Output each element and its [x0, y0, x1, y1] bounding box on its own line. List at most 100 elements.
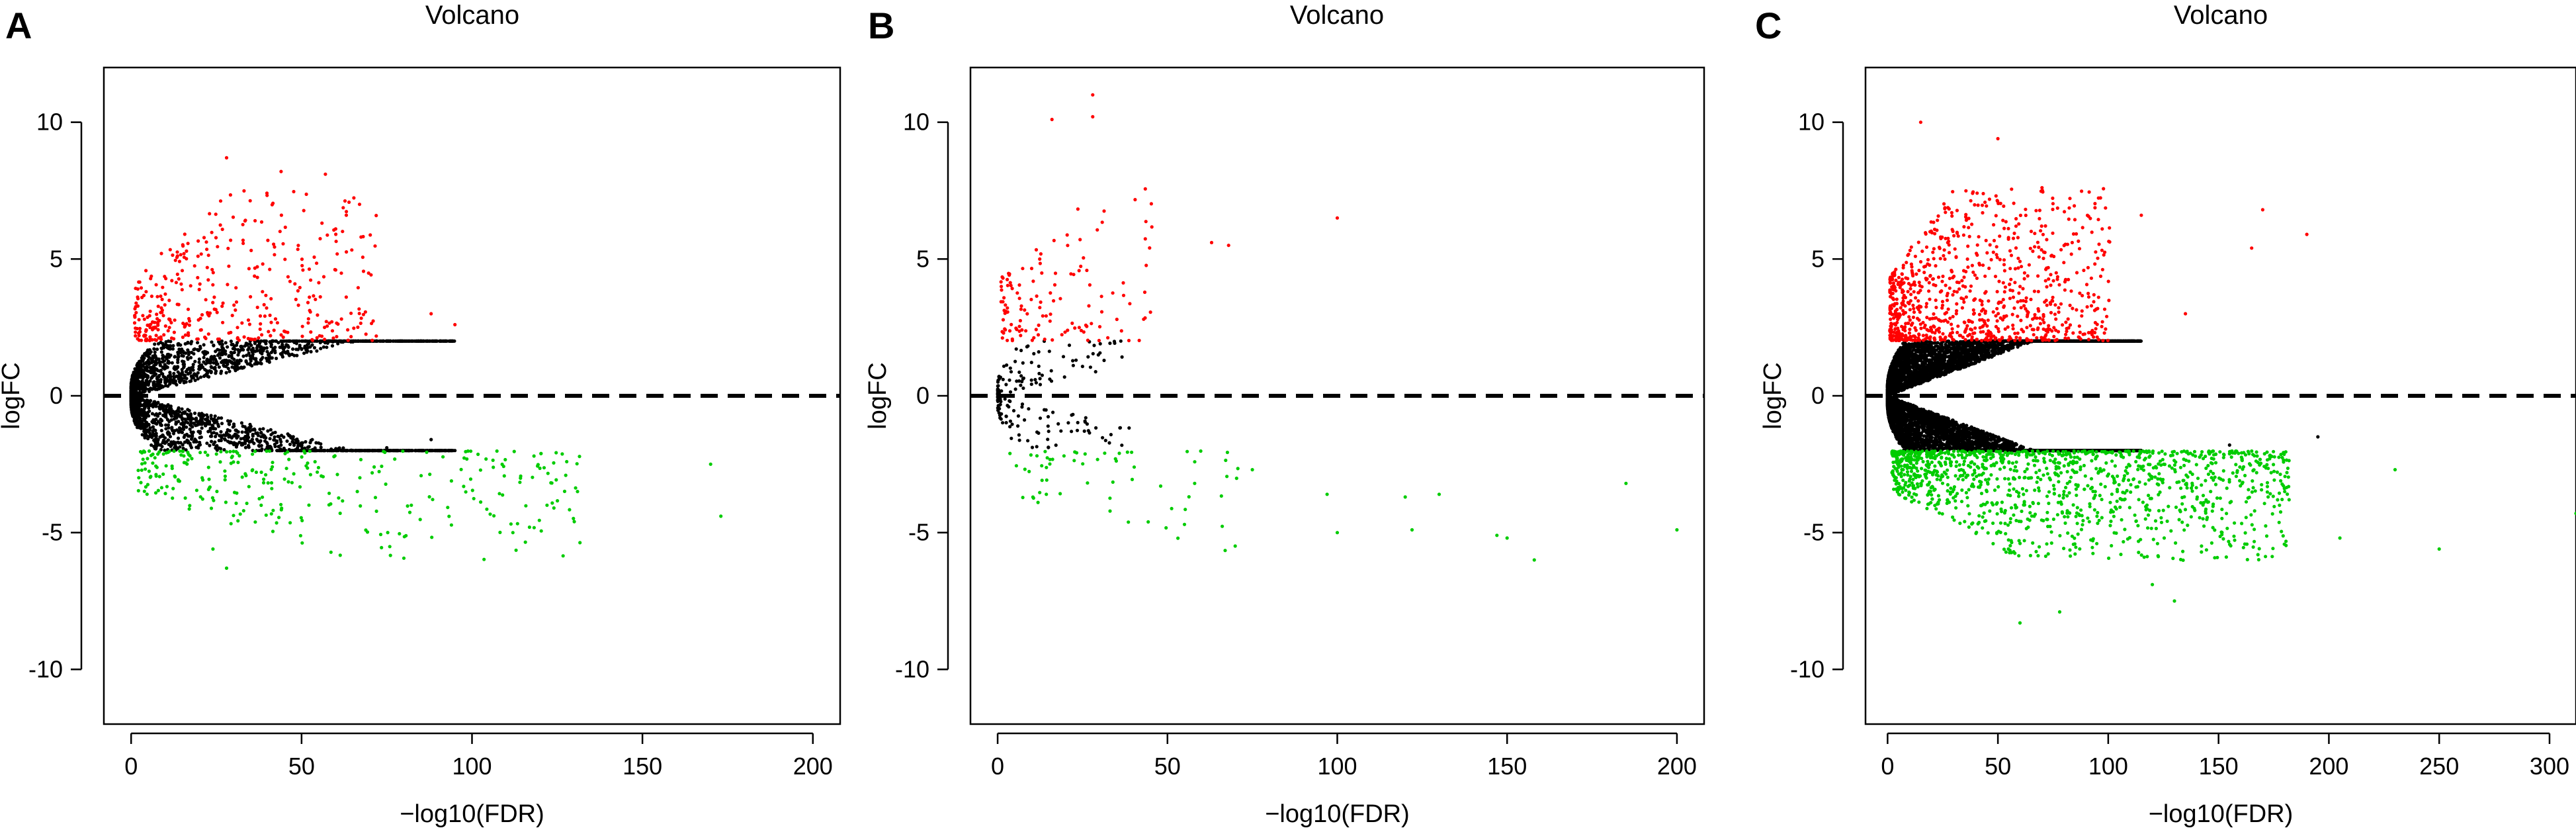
point-ns [219, 371, 223, 375]
point-ns [1017, 433, 1021, 437]
point-ns [1113, 341, 1117, 346]
point-down [459, 467, 463, 471]
point-down [173, 475, 177, 479]
point-down [576, 490, 580, 494]
point-up [153, 338, 157, 342]
point-down [316, 470, 320, 474]
point-ns [288, 442, 292, 447]
point-ns [147, 406, 151, 410]
point-ns [176, 370, 180, 374]
point-ns [163, 410, 167, 414]
point-ns [208, 426, 212, 430]
y-tick-label: 5 [1811, 245, 1825, 272]
point-down [488, 512, 492, 516]
point-down [136, 488, 140, 493]
point-ns [172, 371, 176, 376]
point-ns [220, 436, 224, 440]
point-ns [150, 375, 154, 379]
point-ns [1094, 370, 1097, 374]
point-ns [420, 339, 424, 343]
point-down [1040, 479, 1044, 483]
point-down [147, 469, 151, 473]
point-up [1088, 283, 1092, 287]
point-ns [167, 426, 171, 430]
point-up [136, 295, 140, 299]
y-tick-label: 5 [50, 245, 63, 272]
point-ns [199, 422, 203, 426]
point-ns [241, 443, 245, 447]
point-up [159, 335, 163, 339]
x-tick-label: 50 [288, 753, 315, 780]
point-ns [220, 339, 224, 344]
point-up [1097, 325, 1102, 329]
point-down [290, 481, 294, 484]
point-down [377, 469, 381, 474]
point-down [228, 449, 232, 454]
point-ns [228, 429, 232, 433]
point-ns [382, 339, 386, 343]
point-ns [193, 411, 197, 416]
point-down [564, 473, 568, 477]
point-ns [191, 425, 194, 429]
point-down [1045, 492, 1049, 496]
point-down [430, 535, 434, 539]
point-down [1048, 462, 1052, 466]
y-tick-label: 10 [903, 109, 929, 136]
point-down [251, 452, 255, 456]
point-down [136, 469, 140, 473]
point-up [189, 284, 193, 288]
point-ns [182, 381, 186, 385]
point-up [1079, 264, 1083, 268]
point-ns [152, 347, 156, 351]
point-down [519, 476, 523, 481]
point-ns [1119, 339, 1123, 343]
point-up [134, 330, 138, 334]
point-down [308, 473, 312, 477]
point-up [322, 275, 326, 279]
point-ns [1030, 445, 1035, 449]
point-ns [1020, 379, 1024, 384]
point-up [1039, 300, 1043, 304]
point-up [278, 230, 282, 234]
point-up [166, 329, 170, 333]
point-ns [233, 432, 237, 436]
point-up [193, 264, 196, 268]
point-up [155, 312, 159, 316]
point-ns [234, 441, 238, 446]
point-ns [163, 448, 167, 452]
point-ns [166, 384, 170, 388]
point-up [286, 275, 290, 279]
point-ns [1033, 378, 1037, 382]
point-up [1070, 321, 1074, 325]
point-up [171, 253, 175, 257]
point-ns [224, 371, 228, 375]
point-up [138, 330, 142, 334]
x-axis-label-a: −log10(FDR) [400, 800, 544, 828]
point-up [268, 313, 272, 317]
point-up [1143, 237, 1147, 241]
point-down [244, 473, 248, 478]
point-ns [394, 449, 398, 453]
point-up [1010, 287, 1014, 291]
point-down [254, 470, 258, 475]
point-ns [1029, 382, 1033, 387]
point-ns [1107, 441, 1111, 445]
point-up [173, 318, 177, 322]
point-up [251, 338, 255, 342]
point-down [165, 451, 169, 455]
point-ns [237, 349, 241, 353]
point-ns [325, 449, 329, 453]
chart-title-c: Volcano [2174, 1, 2268, 30]
point-ns [1025, 345, 1029, 349]
point-down [538, 466, 542, 471]
point-ns [191, 376, 194, 380]
y-axis-label-a: logFC [0, 362, 25, 429]
point-up [323, 338, 327, 342]
point-up [144, 329, 148, 334]
point-up [198, 282, 202, 286]
point-down [476, 452, 480, 457]
point-up [1019, 304, 1023, 308]
y-tick-label: -10 [895, 655, 929, 682]
point-down [515, 522, 519, 526]
point-ns [247, 351, 251, 355]
